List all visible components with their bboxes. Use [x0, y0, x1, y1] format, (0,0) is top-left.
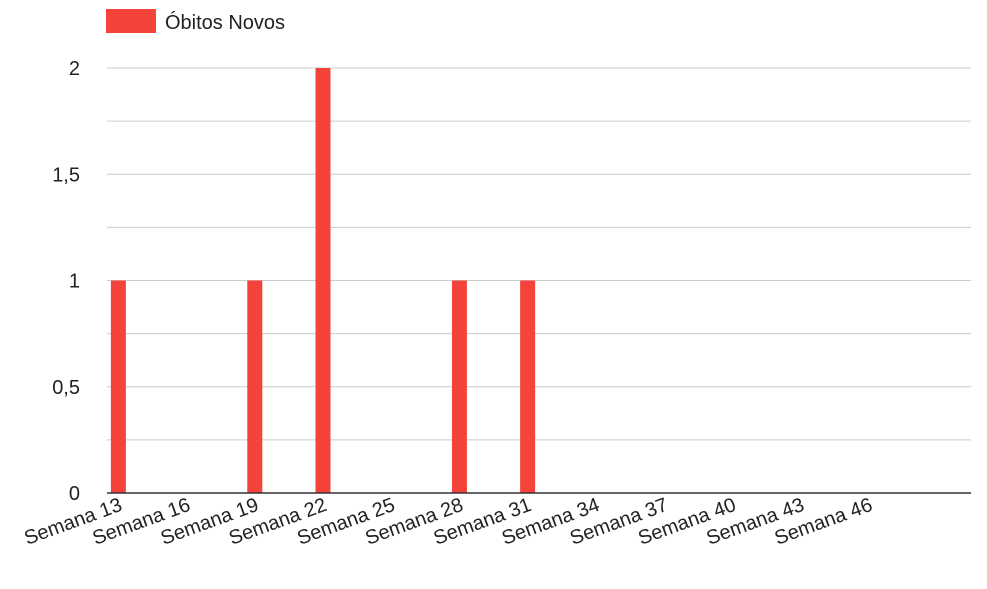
bar-semana-22 — [315, 68, 331, 493]
y-tick-label: 1 — [69, 271, 80, 293]
legend: Óbitos Novos — [106, 9, 285, 34]
bar-semana-19 — [247, 280, 263, 493]
legend-label-obitos-novos: Óbitos Novos — [165, 11, 285, 34]
bar-semana-13 — [110, 280, 126, 493]
y-tick-label: 2 — [69, 58, 80, 80]
bar-semana-28 — [451, 280, 467, 493]
bars — [110, 68, 536, 493]
y-axis-tick-labels: 0 0,5 1 1,5 2 — [52, 58, 80, 505]
bar-semana-31 — [520, 280, 536, 493]
gridlines — [107, 67, 971, 441]
y-tick-label: 1,5 — [52, 164, 80, 186]
legend-swatch-obitos-novos — [106, 9, 156, 33]
y-tick-label: 0,5 — [52, 377, 80, 399]
y-tick-label: 0 — [69, 483, 80, 505]
